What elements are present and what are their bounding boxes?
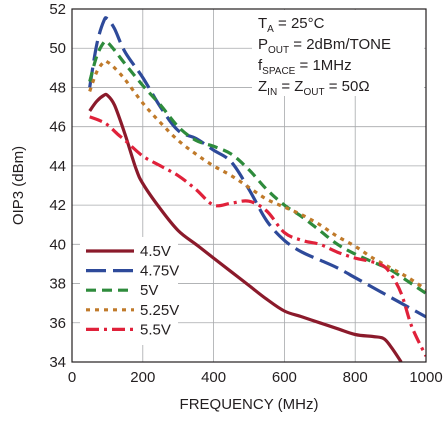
annotation-text: P [258,36,268,53]
legend: 4.5V 4.75V 5V 5.25V 5.5V [80,237,179,345]
y-tick-label: 48 [49,79,66,96]
y-tick-label: 50 [49,40,66,57]
annotation-text: = 50Ω [325,78,370,95]
annotation-subscript: OUT [303,87,324,98]
x-tick-label: 800 [343,369,368,386]
annotation-subscript: SPACE [262,66,295,77]
x-axis-title: FREQUENCY (MHz) [180,396,319,413]
x-tick-label: 0 [68,369,76,386]
y-axis-title: OIP3 (dBm) [10,146,27,225]
y-tick-label: 34 [49,354,66,371]
y-tick-label: 52 [49,1,66,18]
x-tick-label: 200 [130,369,155,386]
annotation-subscript: OUT [268,45,289,56]
y-tick-label: 38 [49,276,66,293]
x-tick-label: 1000 [409,369,442,386]
y-tick-label: 46 [49,119,66,136]
y-tick-label: 36 [49,315,66,332]
legend-label-5-25v: 5.25V [140,302,179,319]
annotation-text: Z [258,78,267,95]
legend-label-5v: 5V [140,282,158,299]
annotation-text: = 1MHz [295,57,351,74]
x-tick-label: 600 [272,369,297,386]
y-tick-label: 44 [49,158,66,175]
y-tick-label: 42 [49,197,66,214]
annotation-text: T [258,15,267,32]
x-tick-label: 400 [201,369,226,386]
y-tick-label: 40 [49,236,66,253]
legend-label-5-5v: 5.5V [140,321,171,338]
annotation-text: = 2dBm/TONE [289,36,391,53]
annotation-subscript: IN [267,87,277,98]
annotation-text: = Z [277,78,303,95]
annotation-text: = 25°C [274,15,325,32]
legend-label-4-5v: 4.5V [140,243,171,260]
legend-label-4-75v: 4.75V [140,263,179,280]
